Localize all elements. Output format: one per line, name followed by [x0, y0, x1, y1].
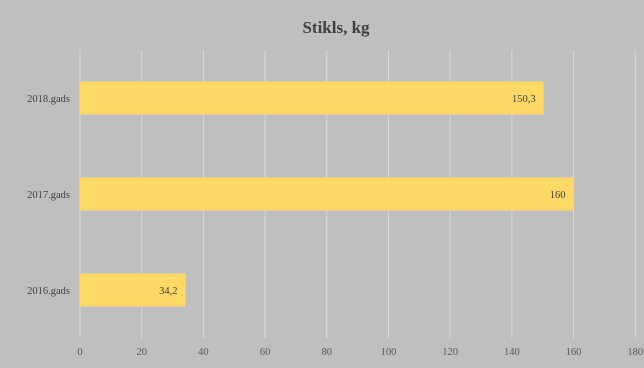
category-labels: 2016.gads 2017.gads 2018.gads [27, 94, 70, 297]
category-label: 2016.gads [27, 286, 70, 297]
data-label: 34,2 [159, 286, 177, 297]
x-tick-label: 40 [198, 347, 209, 358]
data-label: 160 [550, 190, 566, 201]
bar [80, 273, 186, 307]
bar [80, 81, 544, 115]
x-tick-label: 140 [504, 347, 520, 358]
bar [80, 177, 574, 211]
x-tick-label: 180 [627, 347, 643, 358]
x-tick-label: 100 [381, 347, 397, 358]
category-label: 2017.gads [27, 190, 70, 201]
chart-title: Stikls, kg [302, 18, 370, 37]
x-tick-label: 160 [566, 347, 582, 358]
x-tick-label: 120 [442, 347, 458, 358]
data-label: 150,3 [512, 94, 536, 105]
bars [80, 81, 574, 307]
x-tick-label: 80 [322, 347, 333, 358]
category-label: 2018.gads [27, 94, 70, 105]
x-tick-label: 60 [260, 347, 271, 358]
x-tick-labels: 0 20 40 60 80 100 120 140 160 180 [77, 347, 643, 358]
x-tick-label: 20 [136, 347, 147, 358]
x-tick-label: 0 [77, 347, 82, 358]
data-labels: 34,2 160 150,3 [159, 94, 565, 297]
